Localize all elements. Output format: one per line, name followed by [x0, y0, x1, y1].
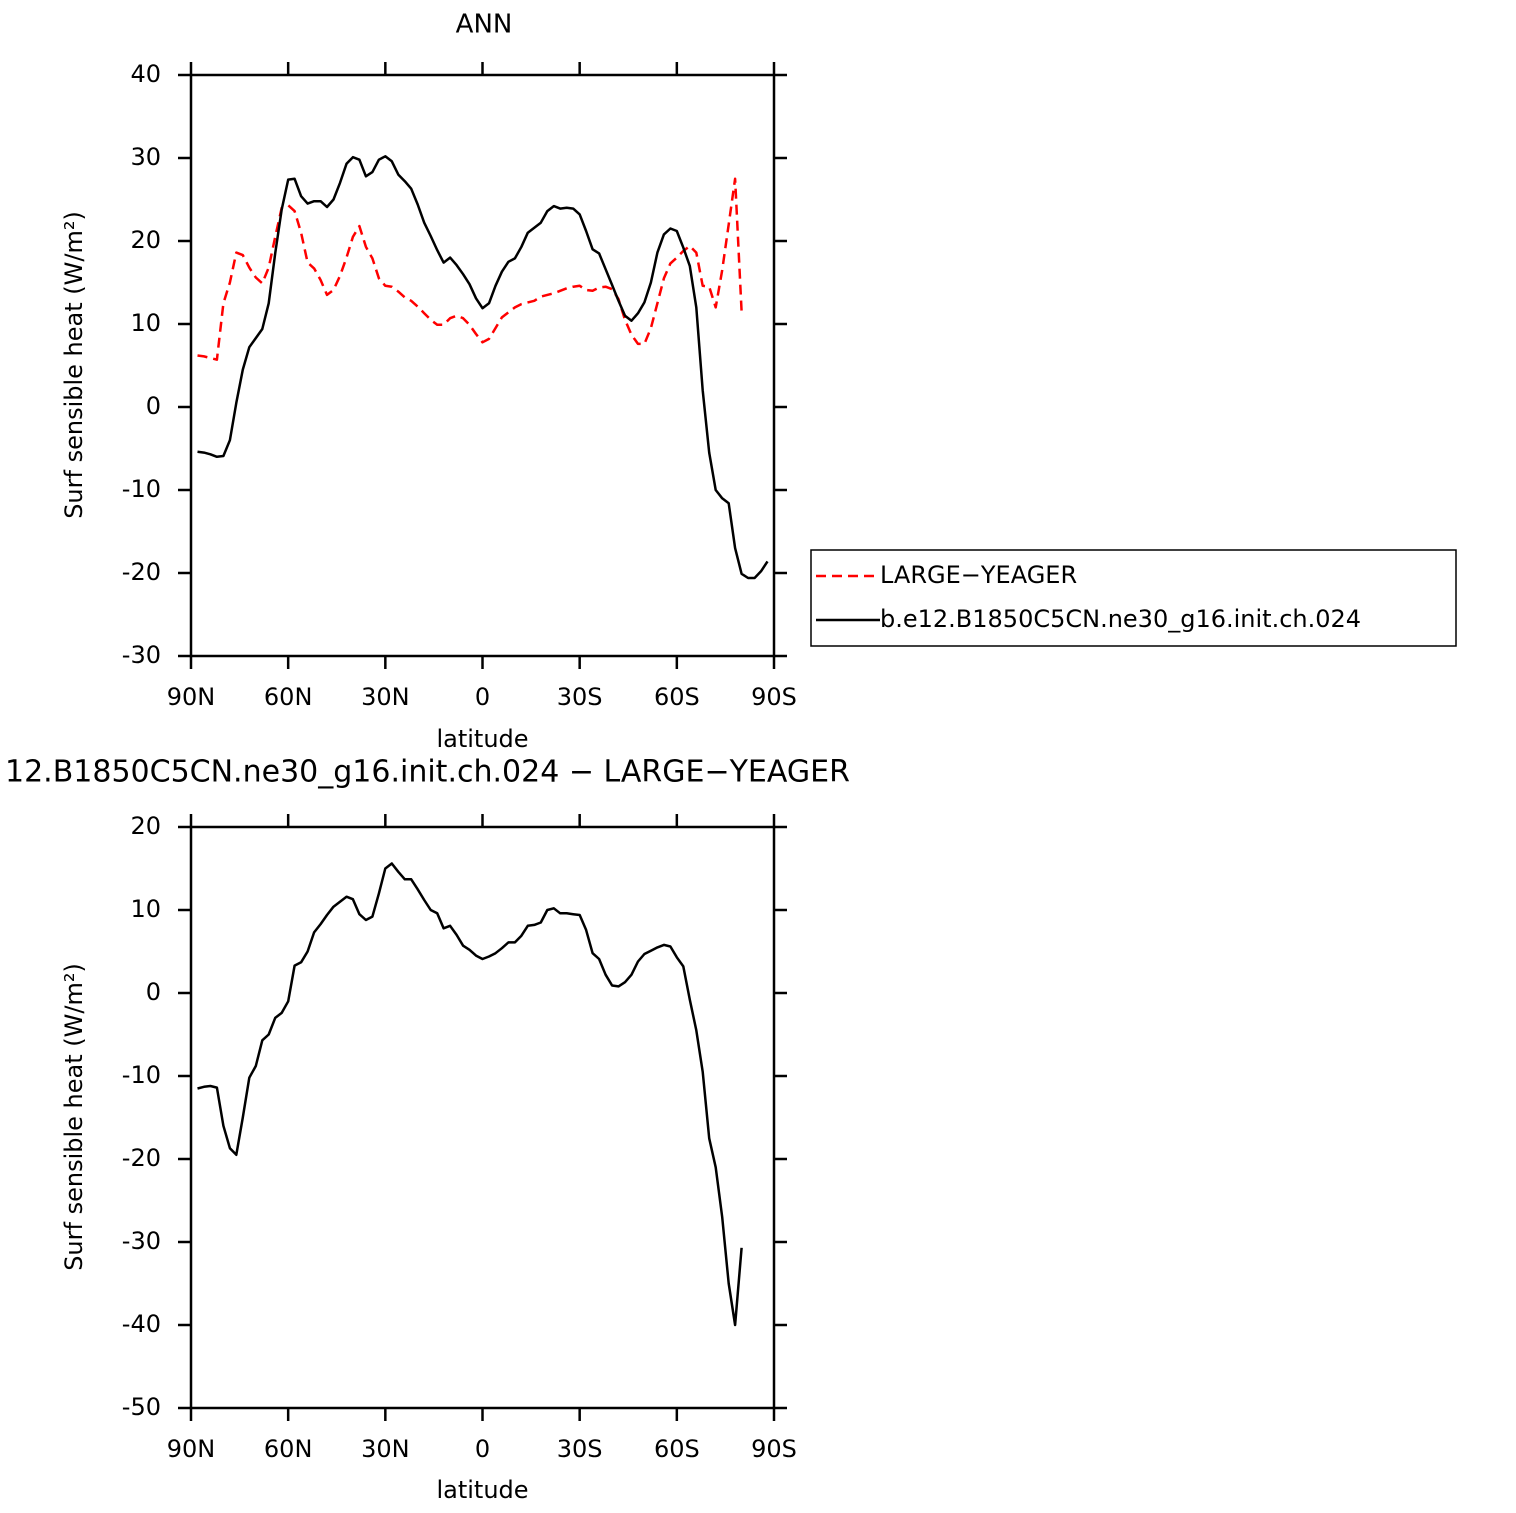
x-tick-label: 60S — [654, 683, 700, 711]
legend-label: LARGE−YEAGER — [880, 561, 1077, 589]
y-tick-label: -10 — [122, 1061, 161, 1089]
x-tick-label: 60S — [654, 1435, 700, 1463]
plot-frame — [189, 825, 776, 1410]
y-tick-label: 0 — [146, 978, 161, 1006]
legend-label: b.e12.B1850C5CN.ne30_g16.init.ch.024 — [880, 605, 1361, 633]
y-tick-label: -10 — [122, 475, 161, 503]
x-tick-label: 90N — [167, 683, 216, 711]
y-tick-label: -30 — [122, 1227, 161, 1255]
y-tick-label: 10 — [130, 895, 161, 923]
y-tick-label: 0 — [146, 392, 161, 420]
x-tick-label: 60N — [264, 1435, 313, 1463]
y-axis-label: Surf sensible heat (W/m²) — [60, 963, 88, 1271]
chart-title: ANN — [456, 10, 513, 40]
data-line — [197, 862, 743, 1327]
data-line — [197, 177, 743, 361]
y-tick-label: -50 — [122, 1393, 161, 1421]
x-tick-label: 90N — [167, 1435, 216, 1463]
y-tick-label: 20 — [130, 812, 161, 840]
y-tick-label: 40 — [130, 60, 161, 88]
y-tick-label: -30 — [122, 641, 161, 669]
x-tick-label: 30N — [361, 683, 410, 711]
x-tick-label: 90S — [751, 1435, 797, 1463]
y-tick-label: 30 — [130, 143, 161, 171]
x-axis-label: latitude — [436, 725, 528, 753]
plot-frame — [189, 73, 776, 658]
x-tick-label: 60N — [264, 683, 313, 711]
x-tick-label: 0 — [475, 683, 490, 711]
chart-title: 12.B1850C5CN.ne30_g16.init.ch.024 − LARG… — [5, 755, 850, 790]
y-tick-label: -20 — [122, 558, 161, 586]
y-tick-label: -20 — [122, 1144, 161, 1172]
x-tick-label: 30S — [557, 1435, 603, 1463]
y-tick-label: 20 — [130, 226, 161, 254]
y-tick-label: 10 — [130, 309, 161, 337]
x-axis-label: latitude — [436, 1476, 528, 1504]
y-tick-label: -40 — [122, 1310, 161, 1338]
x-tick-label: 0 — [475, 1435, 490, 1463]
x-tick-label: 30N — [361, 1435, 410, 1463]
data-line — [197, 155, 769, 580]
x-tick-label: 30S — [557, 683, 603, 711]
x-tick-label: 90S — [751, 683, 797, 711]
legend-box — [810, 549, 1457, 647]
y-axis-label: Surf sensible heat (W/m²) — [60, 211, 88, 519]
